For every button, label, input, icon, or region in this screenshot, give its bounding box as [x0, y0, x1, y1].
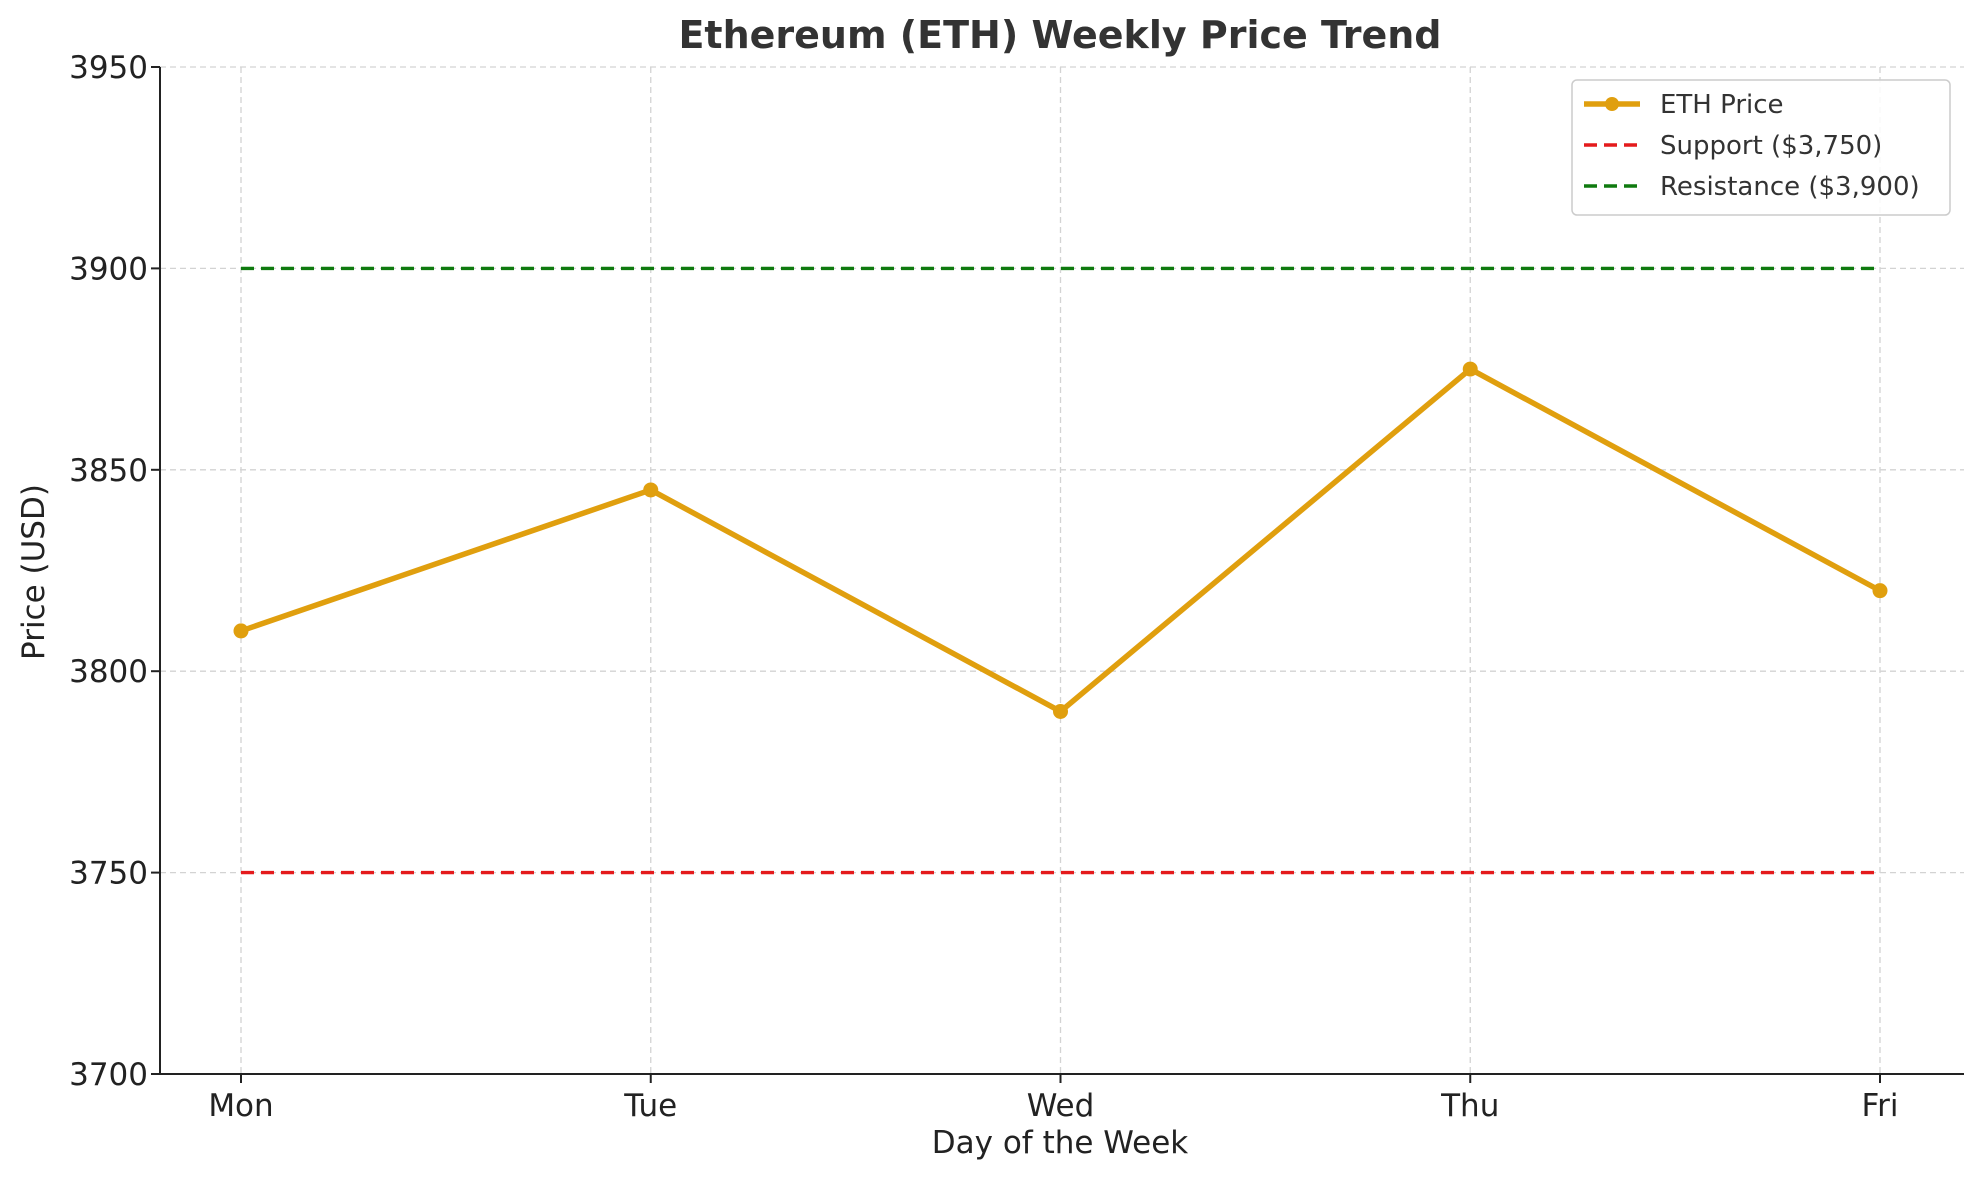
- eth-price-point: [1053, 703, 1068, 719]
- legend-marker-eth-price: [1605, 97, 1619, 111]
- chart-title: Ethereum (ETH) Weekly Price Trend: [678, 13, 1441, 57]
- x-tick-label: Wed: [1027, 1088, 1095, 1124]
- tick-labels: 3700 3750 3800 3850 3900 3950 Mon Tue Wed Thu Fri: [69, 50, 1898, 1124]
- x-tick-label: Thu: [1440, 1088, 1499, 1124]
- x-tick-label: Mon: [208, 1088, 273, 1124]
- axes: [151, 66, 1964, 1083]
- y-tick-label: 3850: [69, 453, 148, 489]
- series: [233, 361, 1888, 719]
- eth-price-point: [233, 623, 249, 639]
- x-tick-label: Tue: [623, 1088, 677, 1124]
- legend-label: ETH Price: [1660, 90, 1784, 120]
- y-tick-label: 3700: [69, 1057, 148, 1093]
- legend: ETH Price Support ($3,750) Resistance ($3,…: [1571, 79, 1951, 216]
- legend-box: [1571, 79, 1951, 216]
- reference-lines: [241, 266, 1880, 875]
- y-tick-label: 3800: [69, 654, 148, 690]
- y-tick-label: 3900: [69, 251, 148, 287]
- y-tick-label: 3950: [69, 50, 148, 86]
- legend-label: Resistance ($3,900): [1660, 172, 1920, 202]
- legend-label: Support ($3,750): [1660, 131, 1882, 161]
- y-tick-label: 3750: [69, 856, 148, 892]
- eth-price-point: [1872, 583, 1888, 599]
- eth-price-point: [643, 482, 659, 498]
- x-axis-label: Day of the Week: [932, 1125, 1189, 1161]
- x-tick-label: Fri: [1862, 1088, 1899, 1124]
- eth-price-point: [1462, 361, 1478, 377]
- y-axis-label: Price (USD): [16, 484, 52, 660]
